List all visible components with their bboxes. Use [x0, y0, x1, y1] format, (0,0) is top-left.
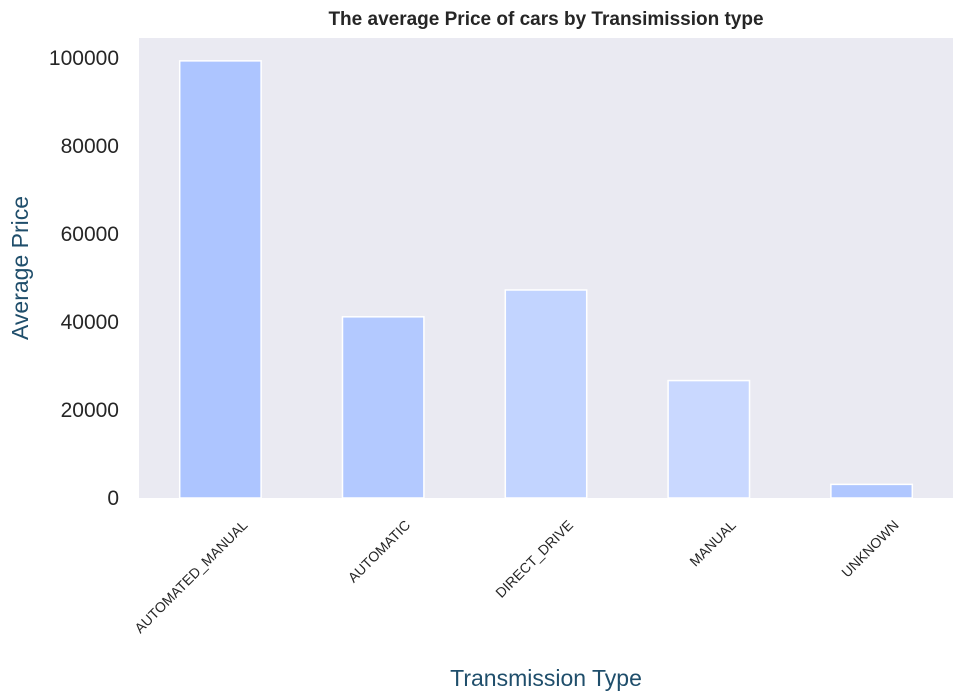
bars-group	[178, 60, 914, 499]
y-tick-label: 40000	[61, 311, 119, 334]
bar-unknown	[830, 483, 914, 499]
x-tick-label-automated-manual: AUTOMATED_MANUAL	[131, 517, 250, 636]
y-axis-label: Average Price	[7, 196, 33, 340]
x-tick-label-unknown: UNKNOWN	[838, 517, 902, 581]
bar-automated-manual	[178, 60, 262, 499]
bar-direct-drive	[504, 289, 588, 499]
y-tick-label: 0	[107, 487, 119, 510]
x-axis-label: Transmission Type	[450, 665, 642, 691]
x-tick-label-manual: MANUAL	[686, 517, 739, 570]
y-tick-label: 100000	[49, 47, 119, 70]
x-tick-label-direct-drive: DIRECT_DRIVE	[492, 517, 576, 601]
y-tick-label: 20000	[61, 399, 119, 422]
y-tick-label: 60000	[61, 223, 119, 246]
x-axis-ticks: AUTOMATED_MANUAL AUTOMATIC DIRECT_DRIVE MAN…	[131, 517, 902, 636]
y-axis-ticks: 0 20000 40000 60000 80000 100000	[49, 47, 119, 510]
chart-title: The average Price of cars by Transimissi…	[328, 9, 763, 30]
bar-automatic	[341, 316, 425, 499]
y-tick-label: 80000	[61, 135, 119, 158]
x-tick-label-automatic: AUTOMATIC	[345, 517, 414, 586]
bar-manual	[667, 379, 751, 499]
